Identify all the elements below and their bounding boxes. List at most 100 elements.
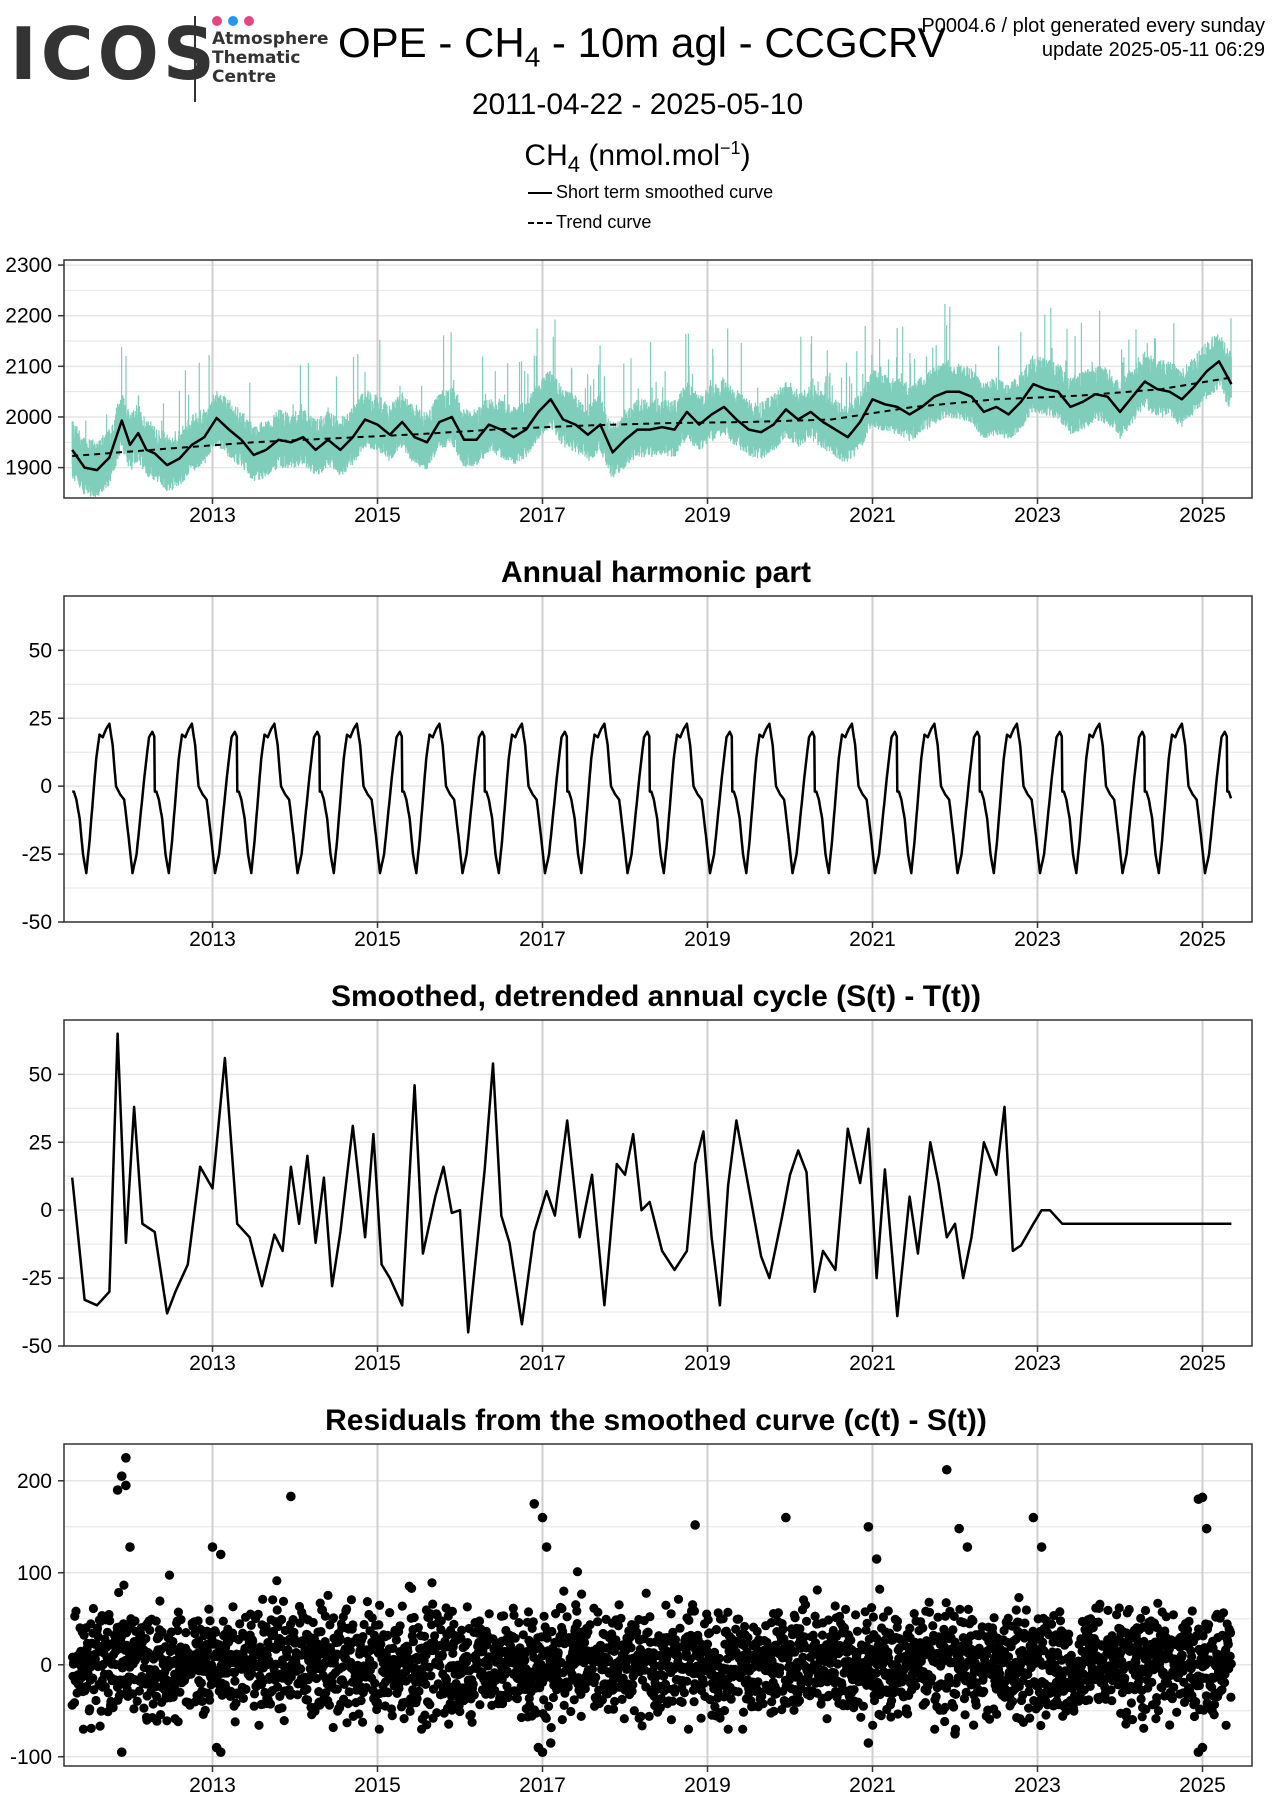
residual-point [279, 1716, 289, 1726]
residual-point [951, 1689, 961, 1699]
residual-point [849, 1685, 859, 1695]
residual-point [585, 1620, 595, 1630]
residual-point [1127, 1715, 1138, 1725]
residual-point [924, 1607, 935, 1617]
residual-point [484, 1609, 494, 1619]
residual-point [145, 1625, 155, 1635]
residual-point [420, 1631, 430, 1641]
residual-point [593, 1617, 603, 1627]
residual-point [738, 1707, 749, 1717]
residual-point [1063, 1637, 1073, 1647]
residual-point [1135, 1674, 1145, 1685]
residual-point [1197, 1742, 1208, 1753]
residual-point [421, 1679, 431, 1689]
x-tick-label: 2019 [684, 1774, 731, 1797]
organisation-name: Atmosphere Thematic Centre [212, 30, 329, 87]
residual-point [563, 1682, 573, 1692]
residual-point [1023, 1669, 1033, 1679]
residual-point [868, 1720, 878, 1730]
residual-point [407, 1583, 417, 1593]
residual-point [789, 1705, 799, 1715]
residual-point [88, 1603, 98, 1614]
residual-point [1144, 1625, 1154, 1635]
residual-point [374, 1724, 384, 1734]
residual-point [1209, 1710, 1219, 1720]
x-tick-label: 2017 [519, 504, 566, 527]
residual-point [666, 1715, 677, 1725]
residual-point [802, 1616, 812, 1626]
residual-point [69, 1698, 80, 1708]
residual-point [1095, 1599, 1105, 1609]
y-tick-label: 2300 [5, 254, 52, 277]
residual-point [702, 1639, 713, 1649]
residual-point [930, 1724, 940, 1734]
residual-point [1153, 1706, 1164, 1716]
residual-point [719, 1706, 730, 1716]
residual-point [201, 1653, 211, 1663]
residual-point [368, 1660, 378, 1670]
residual-point [933, 1612, 943, 1622]
residual-point [1122, 1707, 1132, 1717]
title-subscript: 4 [524, 41, 541, 73]
residual-point [1078, 1669, 1088, 1679]
residual-point [645, 1612, 655, 1622]
residual-point [344, 1687, 354, 1697]
residual-point [1226, 1692, 1236, 1702]
residual-point [268, 1595, 278, 1605]
residual-point [810, 1611, 820, 1621]
residual-point [948, 1625, 958, 1635]
residual-point [296, 1664, 306, 1674]
residual-point [1194, 1624, 1204, 1634]
residual-point [358, 1632, 368, 1642]
residual-point [437, 1650, 447, 1660]
residual-point [278, 1596, 289, 1606]
residual-point [1014, 1593, 1024, 1603]
residual-point [466, 1710, 476, 1720]
residual-point [231, 1698, 241, 1708]
residual-point [619, 1714, 629, 1724]
residual-point [468, 1679, 478, 1689]
residual-point [1165, 1720, 1175, 1730]
residual-point [1197, 1492, 1208, 1503]
residual-point [893, 1709, 903, 1719]
residual-point [1201, 1523, 1212, 1534]
residual-point [362, 1597, 372, 1607]
residual-point [711, 1625, 722, 1635]
icos-logo: ICOS [10, 12, 219, 96]
org-line: Thematic [212, 48, 301, 68]
residual-point [531, 1708, 541, 1718]
legend-label: Short term smoothed curve [556, 182, 774, 202]
residual-point [576, 1711, 586, 1721]
residual-point [339, 1679, 349, 1689]
residual-point [383, 1630, 393, 1640]
residual-point [430, 1631, 440, 1641]
residual-point [510, 1633, 520, 1643]
y-tick-label: -50 [22, 911, 52, 934]
residual-point [955, 1604, 965, 1614]
residual-point [851, 1610, 861, 1620]
residual-point [1044, 1630, 1054, 1640]
residual-point [541, 1713, 551, 1723]
residual-point [218, 1616, 228, 1626]
residual-point [1147, 1677, 1157, 1687]
residual-point [835, 1611, 845, 1621]
plot-frame [63, 259, 1253, 499]
residual-point [1223, 1639, 1233, 1649]
residual-point [668, 1696, 678, 1706]
residual-point [332, 1684, 342, 1694]
residual-point [108, 1703, 118, 1713]
residual-point [346, 1595, 356, 1605]
residual-point [1201, 1691, 1211, 1701]
residual-point [399, 1714, 409, 1724]
residual-point [1047, 1619, 1057, 1629]
residual-point [412, 1694, 422, 1704]
residual-point [1036, 1720, 1046, 1731]
residual-point [385, 1608, 395, 1618]
residual-point [230, 1676, 240, 1686]
residual-point [474, 1616, 485, 1626]
residual-point [812, 1585, 822, 1595]
residual-point [215, 1549, 226, 1560]
residual-point [428, 1599, 438, 1609]
x-tick-label: 2021 [849, 504, 896, 527]
residual-point [868, 1612, 879, 1622]
